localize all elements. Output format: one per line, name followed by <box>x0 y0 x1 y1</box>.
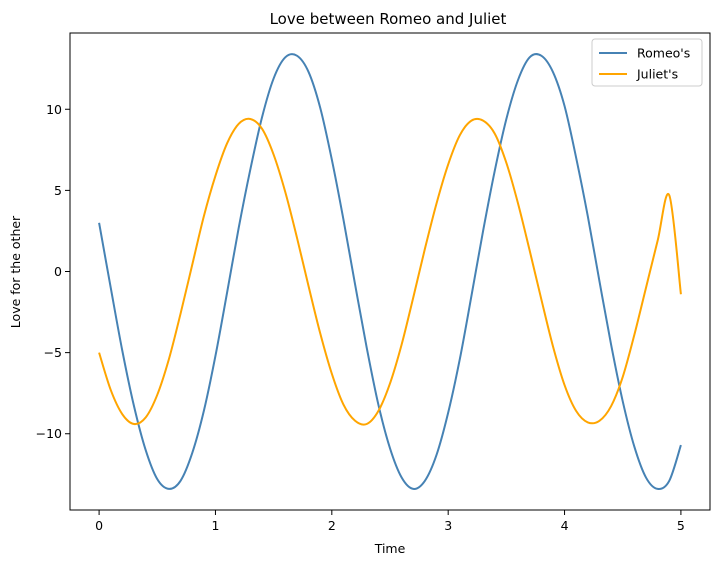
series-line-romeo <box>98 53 682 491</box>
y-tick-label: 10 <box>46 102 62 117</box>
x-tick-label: 3 <box>444 518 452 533</box>
y-tick-label: 0 <box>54 264 62 279</box>
x-tick-label: 2 <box>328 518 336 533</box>
plot-area <box>98 53 682 491</box>
series-line-juliet <box>98 117 682 426</box>
x-tick-label: 1 <box>211 518 219 533</box>
legend: Romeo's Juliet's <box>591 38 703 87</box>
y-axis: −10 −5 0 5 10 <box>36 102 70 441</box>
x-tick-label: 5 <box>677 518 685 533</box>
y-tick-label: 5 <box>54 183 62 198</box>
x-tick-label: 4 <box>561 518 569 533</box>
chart-title: Love between Romeo and Juliet <box>270 10 507 28</box>
y-tick-label: −10 <box>36 426 62 441</box>
plot-frame <box>69 32 711 511</box>
y-axis-label: Love for the other <box>8 215 23 328</box>
legend-label-romeo: Romeo's <box>637 46 690 61</box>
x-tick-label: 0 <box>95 518 103 533</box>
legend-label-juliet: Juliet's <box>636 67 678 82</box>
x-axis: 0 1 2 3 4 5 <box>95 510 685 533</box>
y-tick-label: −5 <box>44 345 62 360</box>
x-axis-label: Time <box>374 541 406 556</box>
